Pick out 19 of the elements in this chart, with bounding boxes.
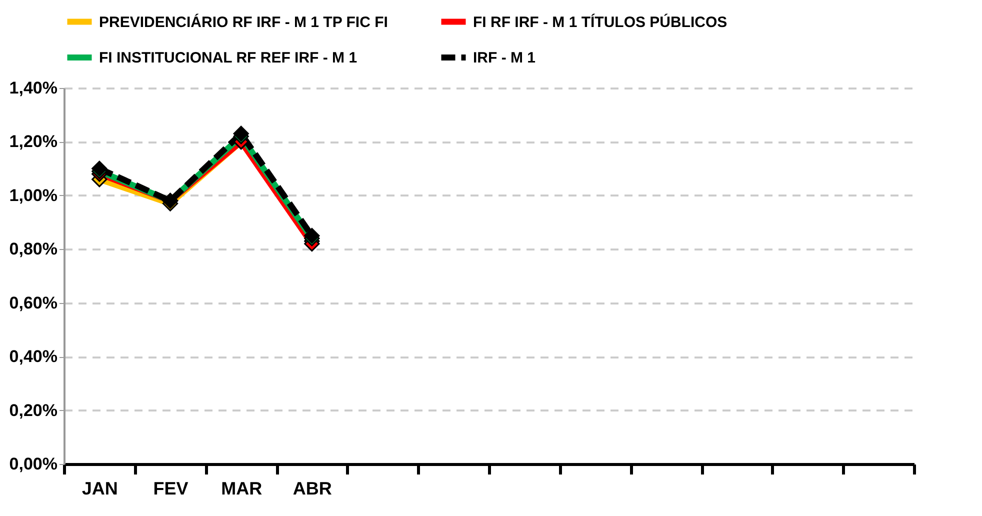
y-tick-label: 1,00% — [9, 186, 58, 205]
point — [233, 126, 249, 142]
legend-label: IRF - M 1 — [473, 50, 536, 66]
legend-label: FI INSTITUCIONAL RF REF IRF - M 1 — [99, 50, 358, 66]
y-tick-label: 0,00% — [9, 454, 58, 474]
y-tick-label: 1,40% — [9, 78, 58, 98]
x-tick-label: MAR — [221, 478, 262, 498]
y-tick-label: 0,60% — [9, 293, 58, 312]
legend-label: PREVIDENCIÁRIO RF IRF - M 1 TP FIC FI — [99, 12, 388, 31]
point — [304, 228, 320, 244]
x-tick-label: ABR — [292, 478, 332, 498]
y-tick-label: 0,40% — [9, 347, 58, 366]
y-tick-label: 0,80% — [9, 240, 58, 259]
legend-label: FI RF IRF - M 1 TÍTULOS PÚBLICOS — [473, 12, 728, 31]
x-tick-label: FEV — [153, 478, 188, 498]
y-tick-label: 1,20% — [9, 132, 58, 152]
x-tick-label: JAN — [82, 478, 118, 498]
point — [92, 160, 108, 176]
y-tick-label: 0,20% — [9, 400, 58, 420]
